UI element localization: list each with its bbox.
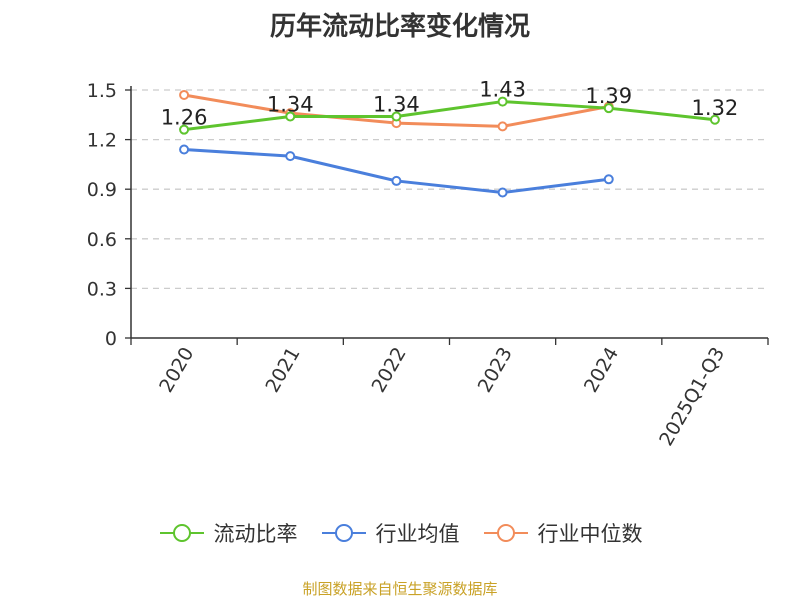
legend-label-industry-mean: 行业均值	[375, 522, 460, 546]
y-tick-label: 1.2	[87, 130, 117, 152]
y-tick-label: 1.5	[87, 80, 117, 102]
y-tick-label: 0.9	[87, 179, 117, 201]
chart-title: 历年流动比率变化情况	[269, 12, 530, 42]
legend-label-industry-median: 行业中位数	[537, 522, 643, 546]
data-point-0[interactable]	[285, 111, 296, 122]
data-label: 1.32	[692, 96, 739, 120]
data-point-1[interactable]	[603, 174, 614, 185]
series-line-1	[183, 148, 609, 195]
data-label: 1.43	[479, 78, 526, 102]
data-point-1[interactable]	[391, 175, 402, 186]
legend-marker-current-ratio	[159, 524, 204, 542]
x-tick-label: 2025Q1-Q3	[655, 344, 729, 450]
y-tick-label: 0.6	[87, 229, 117, 251]
y-tick-label: 0.3	[87, 278, 117, 300]
data-point-0[interactable]	[179, 124, 190, 135]
data-label: 1.34	[373, 92, 420, 116]
data-point-1[interactable]	[497, 187, 508, 198]
x-tick-label: 2022	[368, 344, 411, 397]
x-tick-label: 2020	[155, 344, 198, 397]
data-point-0[interactable]	[391, 111, 402, 122]
legend-item-industry-mean[interactable]: 行业均值	[320, 518, 460, 548]
chart-legend: 流动比率 行业均值 行业中位数	[0, 518, 800, 548]
data-label: 1.26	[161, 106, 208, 130]
legend-item-current-ratio[interactable]: 流动比率	[158, 518, 298, 548]
y-tick-label: 0	[105, 328, 117, 350]
x-tick-label: 2021	[261, 344, 304, 397]
data-point-0[interactable]	[497, 96, 508, 107]
data-point-1[interactable]	[285, 151, 296, 162]
data-point-0[interactable]	[709, 114, 720, 125]
legend-item-industry-median[interactable]: 行业中位数	[482, 518, 643, 548]
data-point-2[interactable]	[179, 89, 190, 100]
data-label: 1.34	[267, 92, 314, 116]
data-source-note: 制图数据来自恒生聚源数据库	[302, 580, 498, 598]
x-tick-label: 2023	[474, 344, 517, 397]
data-label: 1.39	[585, 84, 632, 108]
series-line-0	[183, 100, 716, 132]
legend-marker-industry-mean	[321, 524, 366, 542]
x-tick-label: 2024	[580, 344, 623, 397]
data-point-1[interactable]	[179, 144, 190, 155]
data-point-0[interactable]	[603, 103, 614, 114]
legend-marker-industry-median	[483, 524, 528, 542]
legend-label-current-ratio: 流动比率	[213, 522, 298, 546]
data-point-2[interactable]	[497, 121, 508, 132]
